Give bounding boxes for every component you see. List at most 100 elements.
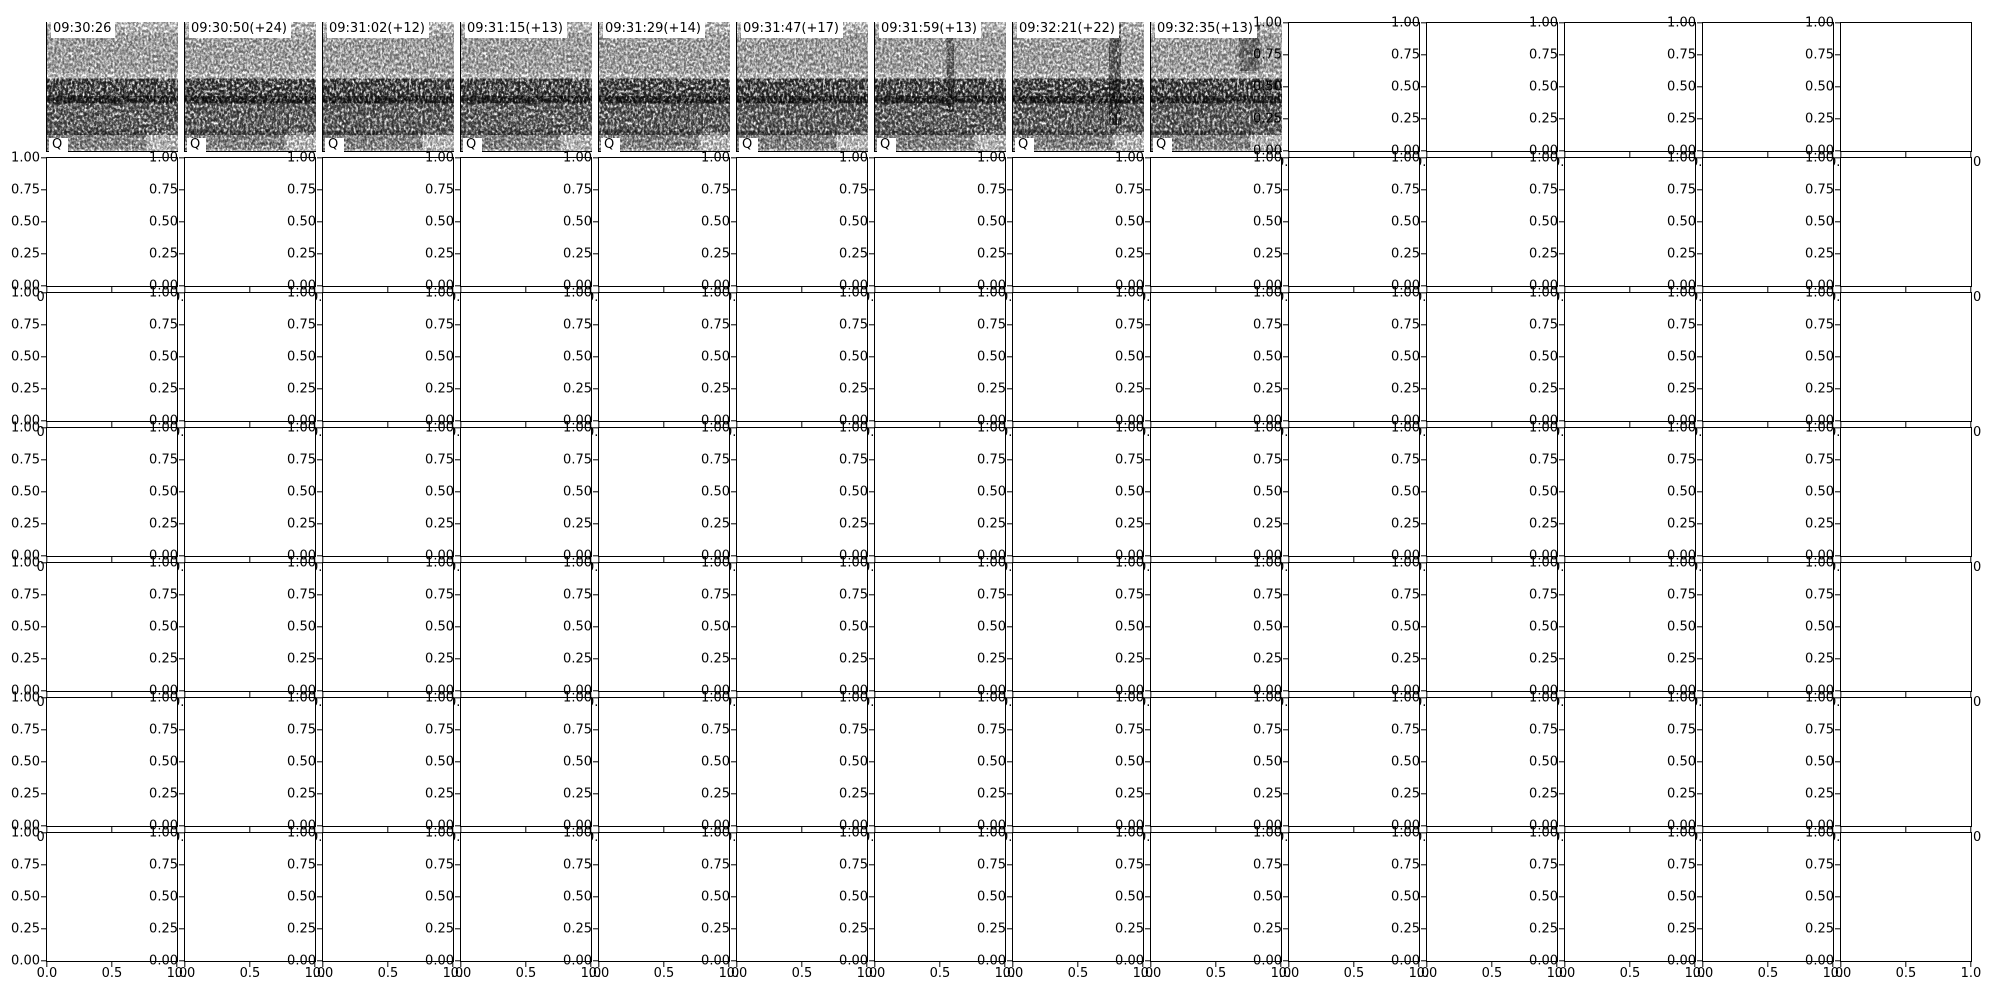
y-tick-label: 0.00 <box>1805 548 1834 564</box>
x-tick-label: 0.5 <box>1895 966 1917 981</box>
subplot-cell: 1.000.750.500.250.000.0 <box>1391 287 1558 439</box>
y-tick-mark <box>592 928 598 930</box>
y-tick-label: 0.50 <box>977 619 1006 635</box>
subplot-cell: 1.000.750.500.250.000.0 <box>563 692 730 844</box>
y-tick-mark <box>454 928 460 930</box>
y-tick-mark <box>1006 626 1012 628</box>
y-tick-mark <box>1696 356 1702 358</box>
y-tick-label: 0.75 <box>701 182 730 198</box>
y-tick-label: 0.50 <box>701 889 730 905</box>
y-tick-mark <box>1834 594 1840 596</box>
y-tick-mark <box>1420 388 1426 390</box>
y-tick-mark <box>592 697 598 699</box>
clipped-x-label-fragment: 0.0 <box>592 831 598 845</box>
x-tick-mark <box>1694 287 1696 293</box>
y-tick-mark <box>454 324 460 326</box>
y-tick-mark <box>1006 356 1012 358</box>
x-tick-mark <box>1142 422 1144 428</box>
y-tick-label: 0.50 <box>977 889 1006 905</box>
y-tick-label: 0.50 <box>1391 619 1420 635</box>
clipped-x-label-fragment: 0.0 <box>1006 291 1012 305</box>
x-tick-mark <box>1418 827 1420 833</box>
y-tick-mark <box>1144 729 1150 731</box>
y-tick-label: 0.25 <box>149 246 178 262</box>
y-tick-mark <box>1006 658 1012 660</box>
y-tick-mark <box>1834 523 1840 525</box>
y-tick-mark <box>1144 832 1150 834</box>
x-tick-label: 1.0 <box>1822 966 1844 981</box>
spectrogram-image <box>875 22 1006 151</box>
y-tick-mark <box>1696 22 1702 24</box>
y-tick-label: 1.00 <box>701 285 730 301</box>
y-tick-label: 0.75 <box>1529 587 1558 603</box>
y-tick-label: 1.00 <box>1391 150 1420 166</box>
y-tick-mark <box>178 793 184 795</box>
clipped-x-label-fragment: 0.0 <box>316 291 322 305</box>
y-tick-label: 0.00 <box>1253 278 1282 294</box>
y-tick-label: 0.25 <box>149 786 178 802</box>
y-tick-label: 0.75 <box>11 182 40 198</box>
x-tick-mark <box>866 692 868 698</box>
clipped-x-label-fragment: 0.0 <box>1144 426 1150 440</box>
y-tick-label: 0.50 <box>1667 619 1696 635</box>
y-tick-mark <box>1282 388 1288 390</box>
y-tick-mark <box>316 729 322 731</box>
y-tick-mark <box>1006 523 1012 525</box>
y-tick-mark <box>1006 864 1012 866</box>
y-tick-label: 0.50 <box>1529 889 1558 905</box>
x-tick-mark <box>1629 962 1631 968</box>
y-tick-mark <box>868 594 874 596</box>
y-tick-label: 0.75 <box>1391 47 1420 63</box>
y-tick-mark <box>1834 427 1840 429</box>
y-tick-label: 1.00 <box>11 555 40 571</box>
y-tick-mark <box>1696 150 1702 152</box>
y-tick-mark <box>1558 960 1564 962</box>
y-tick-mark <box>1420 690 1426 692</box>
y-tick-mark <box>1282 658 1288 660</box>
y-tick-label: 0.50 <box>1253 349 1282 365</box>
x-tick-mark <box>1556 962 1558 968</box>
x-tick-mark <box>1832 287 1834 293</box>
y-tick-label: 0.75 <box>1667 722 1696 738</box>
y-tick-label: 0.00 <box>1253 548 1282 564</box>
x-tick-mark <box>1280 287 1282 293</box>
x-tick-label: 0.0 <box>1140 966 1162 981</box>
y-tick-mark <box>1834 118 1840 120</box>
y-tick-mark <box>1420 491 1426 493</box>
y-tick-mark <box>1696 523 1702 525</box>
y-tick-mark <box>868 420 874 422</box>
y-tick-mark <box>40 896 46 898</box>
y-tick-mark <box>316 594 322 596</box>
y-tick-mark <box>730 221 736 223</box>
y-tick-mark <box>592 356 598 358</box>
x-tick-label: 0.0 <box>312 966 334 981</box>
y-tick-mark <box>1420 427 1426 429</box>
y-tick-label: 0.25 <box>701 786 730 802</box>
subplot-cell: 1.000.750.500.250.000.0 <box>1529 422 1696 574</box>
x-tick-mark <box>387 692 389 698</box>
subplot-cell: 1.000.750.500.250.000.0 <box>1529 152 1696 304</box>
clipped-x-label-fragment: 1.0 <box>1973 561 1982 575</box>
y-tick-mark <box>1282 523 1288 525</box>
subplot-cell: 1.000.750.500.250.000.0 <box>1253 152 1420 304</box>
y-tick-label: 0.00 <box>287 683 316 699</box>
y-tick-mark <box>868 864 874 866</box>
y-tick-label: 0.50 <box>11 349 40 365</box>
y-tick-mark <box>1420 626 1426 628</box>
y-tick-label: 0.25 <box>701 516 730 532</box>
y-tick-mark <box>1420 189 1426 191</box>
y-tick-label: 1.00 <box>149 690 178 706</box>
y-tick-label: 0.00 <box>1253 143 1282 159</box>
y-tick-label: 0.00 <box>1805 278 1834 294</box>
y-tick-mark <box>868 562 874 564</box>
y-tick-label: 0.00 <box>1391 683 1420 699</box>
y-tick-mark <box>1558 22 1564 24</box>
y-tick-label: 0.25 <box>287 246 316 262</box>
y-tick-mark <box>316 960 322 962</box>
y-tick-label: 0.25 <box>839 516 868 532</box>
y-tick-mark <box>316 388 322 390</box>
y-tick-label: 0.75 <box>701 857 730 873</box>
y-tick-mark <box>40 555 46 557</box>
x-tick-mark <box>176 827 178 833</box>
y-tick-label: 0.00 <box>149 683 178 699</box>
